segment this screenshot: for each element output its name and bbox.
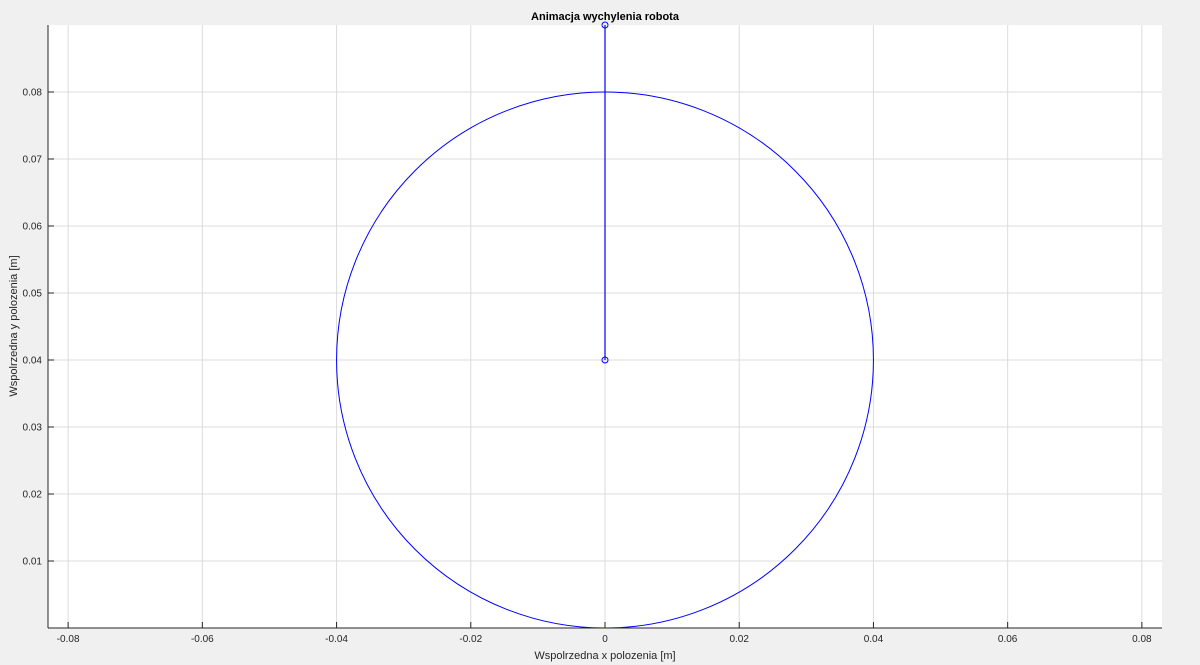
x-tick-label: -0.04 <box>325 634 348 645</box>
x-tick-label: 0.02 <box>729 634 749 645</box>
x-tick-label: 0.04 <box>864 634 884 645</box>
robot-body-marker <box>601 356 609 364</box>
robot-body-marker <box>601 21 609 29</box>
y-tick-labels: 0.01 0.02 0.03 0.04 0.05 0.06 0.07 0.08 <box>23 88 43 568</box>
tick-marks <box>48 91 1143 628</box>
x-tick-label: 0.08 <box>1132 634 1152 645</box>
x-tick-label: 0 <box>602 634 608 645</box>
y-tick-label: 0.04 <box>23 356 43 367</box>
x-tick-label: -0.02 <box>459 634 482 645</box>
y-tick-label: 0.02 <box>23 490 43 501</box>
y-tick-label: 0.08 <box>23 88 43 99</box>
y-tick-label: 0.03 <box>23 423 43 434</box>
y-tick-label: 0.07 <box>23 155 43 166</box>
x-tick-label: -0.06 <box>191 634 214 645</box>
chart-title: Animacja wychylenia robota <box>531 11 680 23</box>
x-tick-label: -0.08 <box>57 634 80 645</box>
x-tick-label: 0.06 <box>998 634 1018 645</box>
y-tick-label: 0.01 <box>23 557 43 568</box>
x-axis-label: Wspolrzedna x polozenia [m] <box>534 650 675 662</box>
y-axis-label: Wspolrzedna y polozenia [m] <box>8 255 20 396</box>
y-tick-label: 0.05 <box>23 289 43 300</box>
x-tick-labels: -0.08 -0.06 -0.04 -0.02 0 0.02 0.04 0.06 0.08 <box>57 634 1152 645</box>
y-tick-label: 0.06 <box>23 222 43 233</box>
